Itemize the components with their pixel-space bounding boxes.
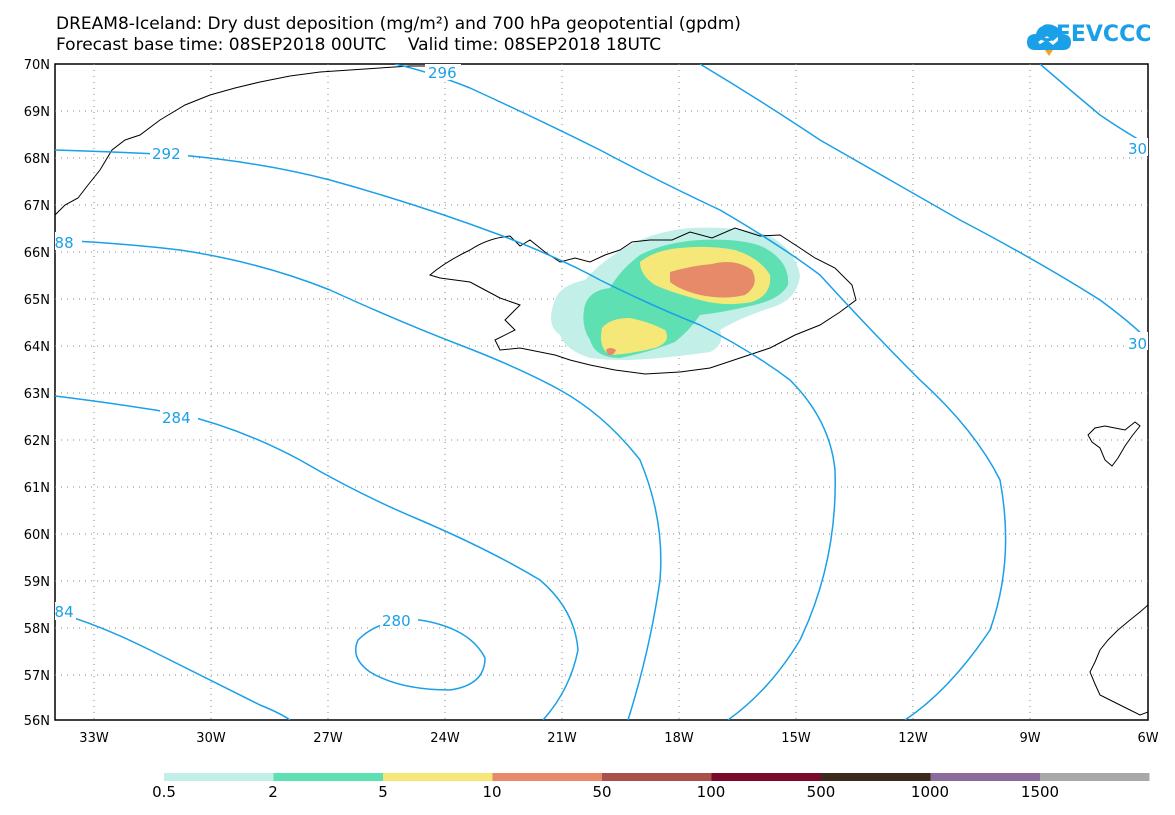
legend-swatch-2 <box>383 773 493 781</box>
lat-tick-57: 57N <box>24 669 50 684</box>
greenland-coast <box>55 64 461 216</box>
lon-tick-27w: 27W <box>313 731 343 746</box>
dust-area-5 <box>601 318 668 355</box>
legend-label-0.5: 0.5 <box>152 783 176 801</box>
dust-area-10b <box>606 348 616 356</box>
lon-tick-24w: 24W <box>430 731 460 746</box>
contour-label-284-west: 284 <box>45 603 74 621</box>
lon-tick-21w: 21W <box>547 731 577 746</box>
lat-tick-60: 60N <box>24 528 50 543</box>
legend-label-50: 50 <box>592 783 612 801</box>
lat-tick-56: 56N <box>24 714 50 729</box>
map-frame <box>54 63 1149 721</box>
lat-tick-65: 65N <box>24 293 50 308</box>
contour-300-far <box>1039 64 1148 146</box>
color-legend <box>164 773 1150 781</box>
lon-tick-12w: 12W <box>898 731 928 746</box>
contour-label-296: 296 <box>428 64 457 82</box>
lon-tick-18w: 18W <box>664 731 694 746</box>
chart-subtitle: Forecast base time: 08SEP2018 00UTC Vali… <box>56 35 662 55</box>
coastlines <box>55 64 1148 716</box>
legend-label-2: 2 <box>268 783 278 801</box>
faroe-coast <box>1087 421 1141 467</box>
contour-label-288: 288 <box>45 234 74 252</box>
legend-label-500: 500 <box>806 783 836 801</box>
lat-tick-62: 62N <box>24 434 50 449</box>
legend-swatch-1 <box>273 773 383 781</box>
contour-288 <box>55 239 662 720</box>
contour-label-292: 292 <box>152 145 181 163</box>
contour-labels: 296 292 288 284 280 284 300 300 <box>45 64 1157 630</box>
lon-tick-9w: 9W <box>1019 731 1040 746</box>
lat-tick-70: 70N <box>24 58 50 73</box>
iceland-coast <box>428 227 857 375</box>
legend-swatch-8 <box>1040 773 1150 781</box>
legend-swatch-3 <box>492 773 602 781</box>
logo-text: SEEVCCC <box>1040 22 1152 47</box>
contour-292 <box>55 149 836 720</box>
contour-296 <box>394 64 1007 720</box>
dust-area-10 <box>670 262 755 298</box>
legend-swatch-6 <box>821 773 931 781</box>
contour-label-300-far: 300 <box>1128 140 1157 158</box>
lat-axis: 70N 69N 68N 67N 66N 65N 64N 63N 62N 61N … <box>24 58 50 729</box>
contour-label-300: 300 <box>1128 335 1157 353</box>
legend-label-10: 10 <box>482 783 502 801</box>
dust-deposition-field <box>551 227 800 360</box>
lat-tick-61: 61N <box>24 481 50 496</box>
legend-label-100: 100 <box>696 783 726 801</box>
contour-label-284: 284 <box>162 409 191 427</box>
lon-tick-6w: 6W <box>1137 731 1158 746</box>
lat-tick-64: 64N <box>24 340 50 355</box>
legend-label-1000: 1000 <box>910 783 950 801</box>
contour-284-west <box>55 611 291 720</box>
legend-swatch-5 <box>711 773 821 781</box>
lat-tick-63: 63N <box>24 387 50 402</box>
lat-tick-59: 59N <box>24 575 50 590</box>
contour-300-ne <box>699 64 1148 341</box>
legend-swatch-4 <box>602 773 712 781</box>
scotland-coast <box>1089 604 1148 716</box>
legend-swatch-7 <box>930 773 1040 781</box>
lat-tick-69: 69N <box>24 105 50 120</box>
legend-label-1500: 1500 <box>1020 783 1060 801</box>
lat-tick-68: 68N <box>24 152 50 167</box>
lon-tick-15w: 15W <box>781 731 811 746</box>
legend-label-5: 5 <box>378 783 388 801</box>
cloud-icon <box>1027 25 1071 56</box>
lon-axis: 33W 30W 27W 24W 21W 18W 15W 12W 9W 6W <box>79 731 1158 746</box>
lat-tick-67: 67N <box>24 199 50 214</box>
lon-tick-33w: 33W <box>79 731 109 746</box>
contour-label-280: 280 <box>382 612 411 630</box>
lat-tick-58: 58N <box>24 622 50 637</box>
legend-swatch-0 <box>164 773 274 781</box>
chart-title: DREAM8-Iceland: Dry dust deposition (mg/… <box>56 14 741 34</box>
lat-tick-66: 66N <box>24 246 50 261</box>
lon-tick-30w: 30W <box>196 731 226 746</box>
